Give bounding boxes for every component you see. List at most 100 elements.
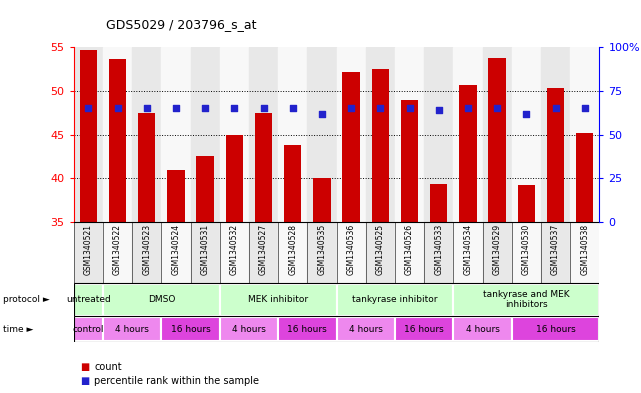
Text: GSM1340523: GSM1340523 (142, 224, 151, 275)
Bar (307, 47, 337, 222)
Bar (459, 85, 477, 222)
Text: protocol ►: protocol ► (3, 295, 50, 304)
Text: percentile rank within the sample: percentile rank within the sample (94, 376, 259, 386)
Bar (453, 284, 599, 316)
Text: GDS5029 / 203796_s_at: GDS5029 / 203796_s_at (106, 18, 256, 31)
Bar (254, 113, 272, 222)
Point (171, 105, 181, 112)
Bar (488, 58, 506, 222)
Bar (284, 145, 301, 222)
Point (229, 105, 240, 112)
Bar (541, 222, 570, 283)
Bar (313, 178, 331, 222)
Text: DMSO: DMSO (147, 295, 175, 304)
Bar (103, 284, 220, 316)
Bar (103, 222, 132, 283)
Bar (132, 222, 162, 283)
Bar (278, 222, 307, 283)
Point (288, 105, 298, 112)
Bar (190, 222, 220, 283)
Text: 4 hours: 4 hours (349, 325, 383, 334)
Bar (249, 222, 278, 283)
Bar (337, 222, 366, 283)
Bar (162, 47, 190, 222)
Bar (512, 47, 541, 222)
Bar (395, 222, 424, 283)
Point (346, 105, 356, 112)
Bar (220, 222, 249, 283)
Bar (424, 222, 453, 283)
Bar (132, 47, 162, 222)
Bar (453, 47, 483, 222)
Point (258, 105, 269, 112)
Text: time ►: time ► (3, 325, 33, 334)
Text: 16 hours: 16 hours (171, 325, 210, 334)
Bar (395, 317, 453, 342)
Bar (79, 50, 97, 222)
Bar (109, 59, 126, 222)
Text: GSM1340533: GSM1340533 (434, 224, 443, 275)
Text: GSM1340526: GSM1340526 (405, 224, 414, 275)
Bar (547, 88, 564, 222)
Bar (424, 47, 453, 222)
Text: GSM1340521: GSM1340521 (84, 224, 93, 275)
Text: GSM1340530: GSM1340530 (522, 224, 531, 275)
Text: GSM1340527: GSM1340527 (259, 224, 268, 275)
Bar (570, 222, 599, 283)
Bar (342, 72, 360, 222)
Bar (74, 284, 103, 316)
Point (463, 105, 473, 112)
Bar (226, 134, 243, 222)
Bar (162, 317, 220, 342)
Text: GSM1340538: GSM1340538 (580, 224, 589, 275)
Text: count: count (94, 362, 122, 373)
Point (200, 105, 210, 112)
Bar (372, 69, 389, 222)
Bar (512, 222, 541, 283)
Text: 4 hours: 4 hours (115, 325, 149, 334)
Point (83, 105, 94, 112)
Bar (401, 99, 419, 222)
Bar (278, 317, 337, 342)
Text: GSM1340524: GSM1340524 (171, 224, 180, 275)
Bar (453, 222, 483, 283)
Point (404, 105, 415, 112)
Bar (74, 222, 103, 283)
Bar (366, 47, 395, 222)
Bar (337, 317, 395, 342)
Point (521, 110, 531, 117)
Bar (74, 317, 103, 342)
Point (492, 105, 503, 112)
Point (375, 105, 385, 112)
Bar (576, 133, 594, 222)
Text: GSM1340525: GSM1340525 (376, 224, 385, 275)
Text: tankyrase inhibitor: tankyrase inhibitor (352, 295, 438, 304)
Text: GSM1340537: GSM1340537 (551, 224, 560, 275)
Bar (337, 284, 453, 316)
Point (579, 105, 590, 112)
Bar (196, 156, 214, 222)
Bar (541, 47, 570, 222)
Bar (570, 47, 599, 222)
Bar (483, 222, 512, 283)
Bar (430, 184, 447, 222)
Point (433, 107, 444, 113)
Text: 4 hours: 4 hours (465, 325, 499, 334)
Bar (220, 47, 249, 222)
Bar (278, 47, 307, 222)
Bar (512, 317, 599, 342)
Text: 4 hours: 4 hours (232, 325, 266, 334)
Point (551, 105, 561, 112)
Text: 16 hours: 16 hours (287, 325, 327, 334)
Text: 16 hours: 16 hours (536, 325, 576, 334)
Text: GSM1340534: GSM1340534 (463, 224, 472, 275)
Point (317, 110, 327, 117)
Bar (395, 47, 424, 222)
Text: GSM1340535: GSM1340535 (317, 224, 326, 275)
Bar (167, 169, 185, 222)
Bar (190, 47, 220, 222)
Point (112, 105, 122, 112)
Bar (220, 317, 278, 342)
Text: GSM1340536: GSM1340536 (347, 224, 356, 275)
Text: untreated: untreated (66, 295, 111, 304)
